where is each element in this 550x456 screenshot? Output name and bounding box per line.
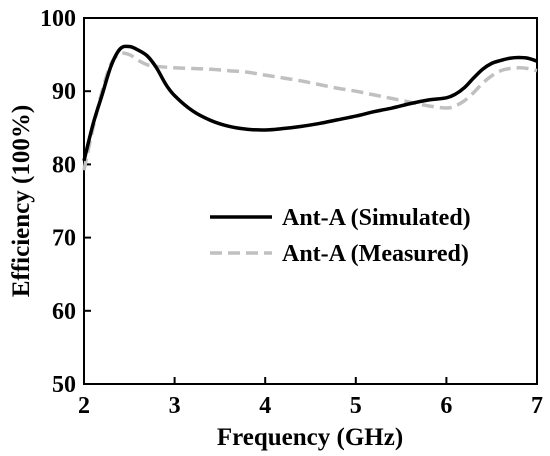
x-tick-label-5: 7 — [531, 393, 543, 419]
axis-ticks — [83, 17, 538, 385]
plot-area — [83, 17, 538, 385]
y-tick-label-0: 50 — [52, 372, 76, 398]
x-tick-label-2: 4 — [259, 393, 271, 419]
y-axis-title: Efficiency (100%) — [8, 105, 35, 297]
series-line-0 — [82, 44, 538, 162]
x-tick-label-0: 2 — [78, 393, 90, 419]
x-axis-title: Frequency (GHz) — [217, 424, 403, 451]
series-line-1 — [82, 51, 538, 171]
y-tick-label-4: 90 — [52, 79, 76, 105]
tick-labels: 2 3 4 5 6 7 50 60 70 80 90 100 — [40, 6, 543, 419]
y-tick-label-3: 80 — [52, 152, 76, 178]
y-tick-label-2: 70 — [52, 226, 76, 252]
legend-label-0: Ant-A (Simulated) — [282, 205, 471, 231]
series-layer — [82, 44, 538, 171]
y-tick-label-1: 60 — [52, 299, 76, 325]
y-tick-label-5: 100 — [40, 6, 76, 32]
x-tick-label-1: 3 — [169, 393, 181, 419]
legend: Ant-A (Simulated) Ant-A (Measured) — [210, 205, 471, 267]
x-tick-label-3: 5 — [350, 393, 362, 419]
x-tick-label-4: 6 — [440, 393, 452, 419]
legend-label-1: Ant-A (Measured) — [282, 241, 469, 267]
